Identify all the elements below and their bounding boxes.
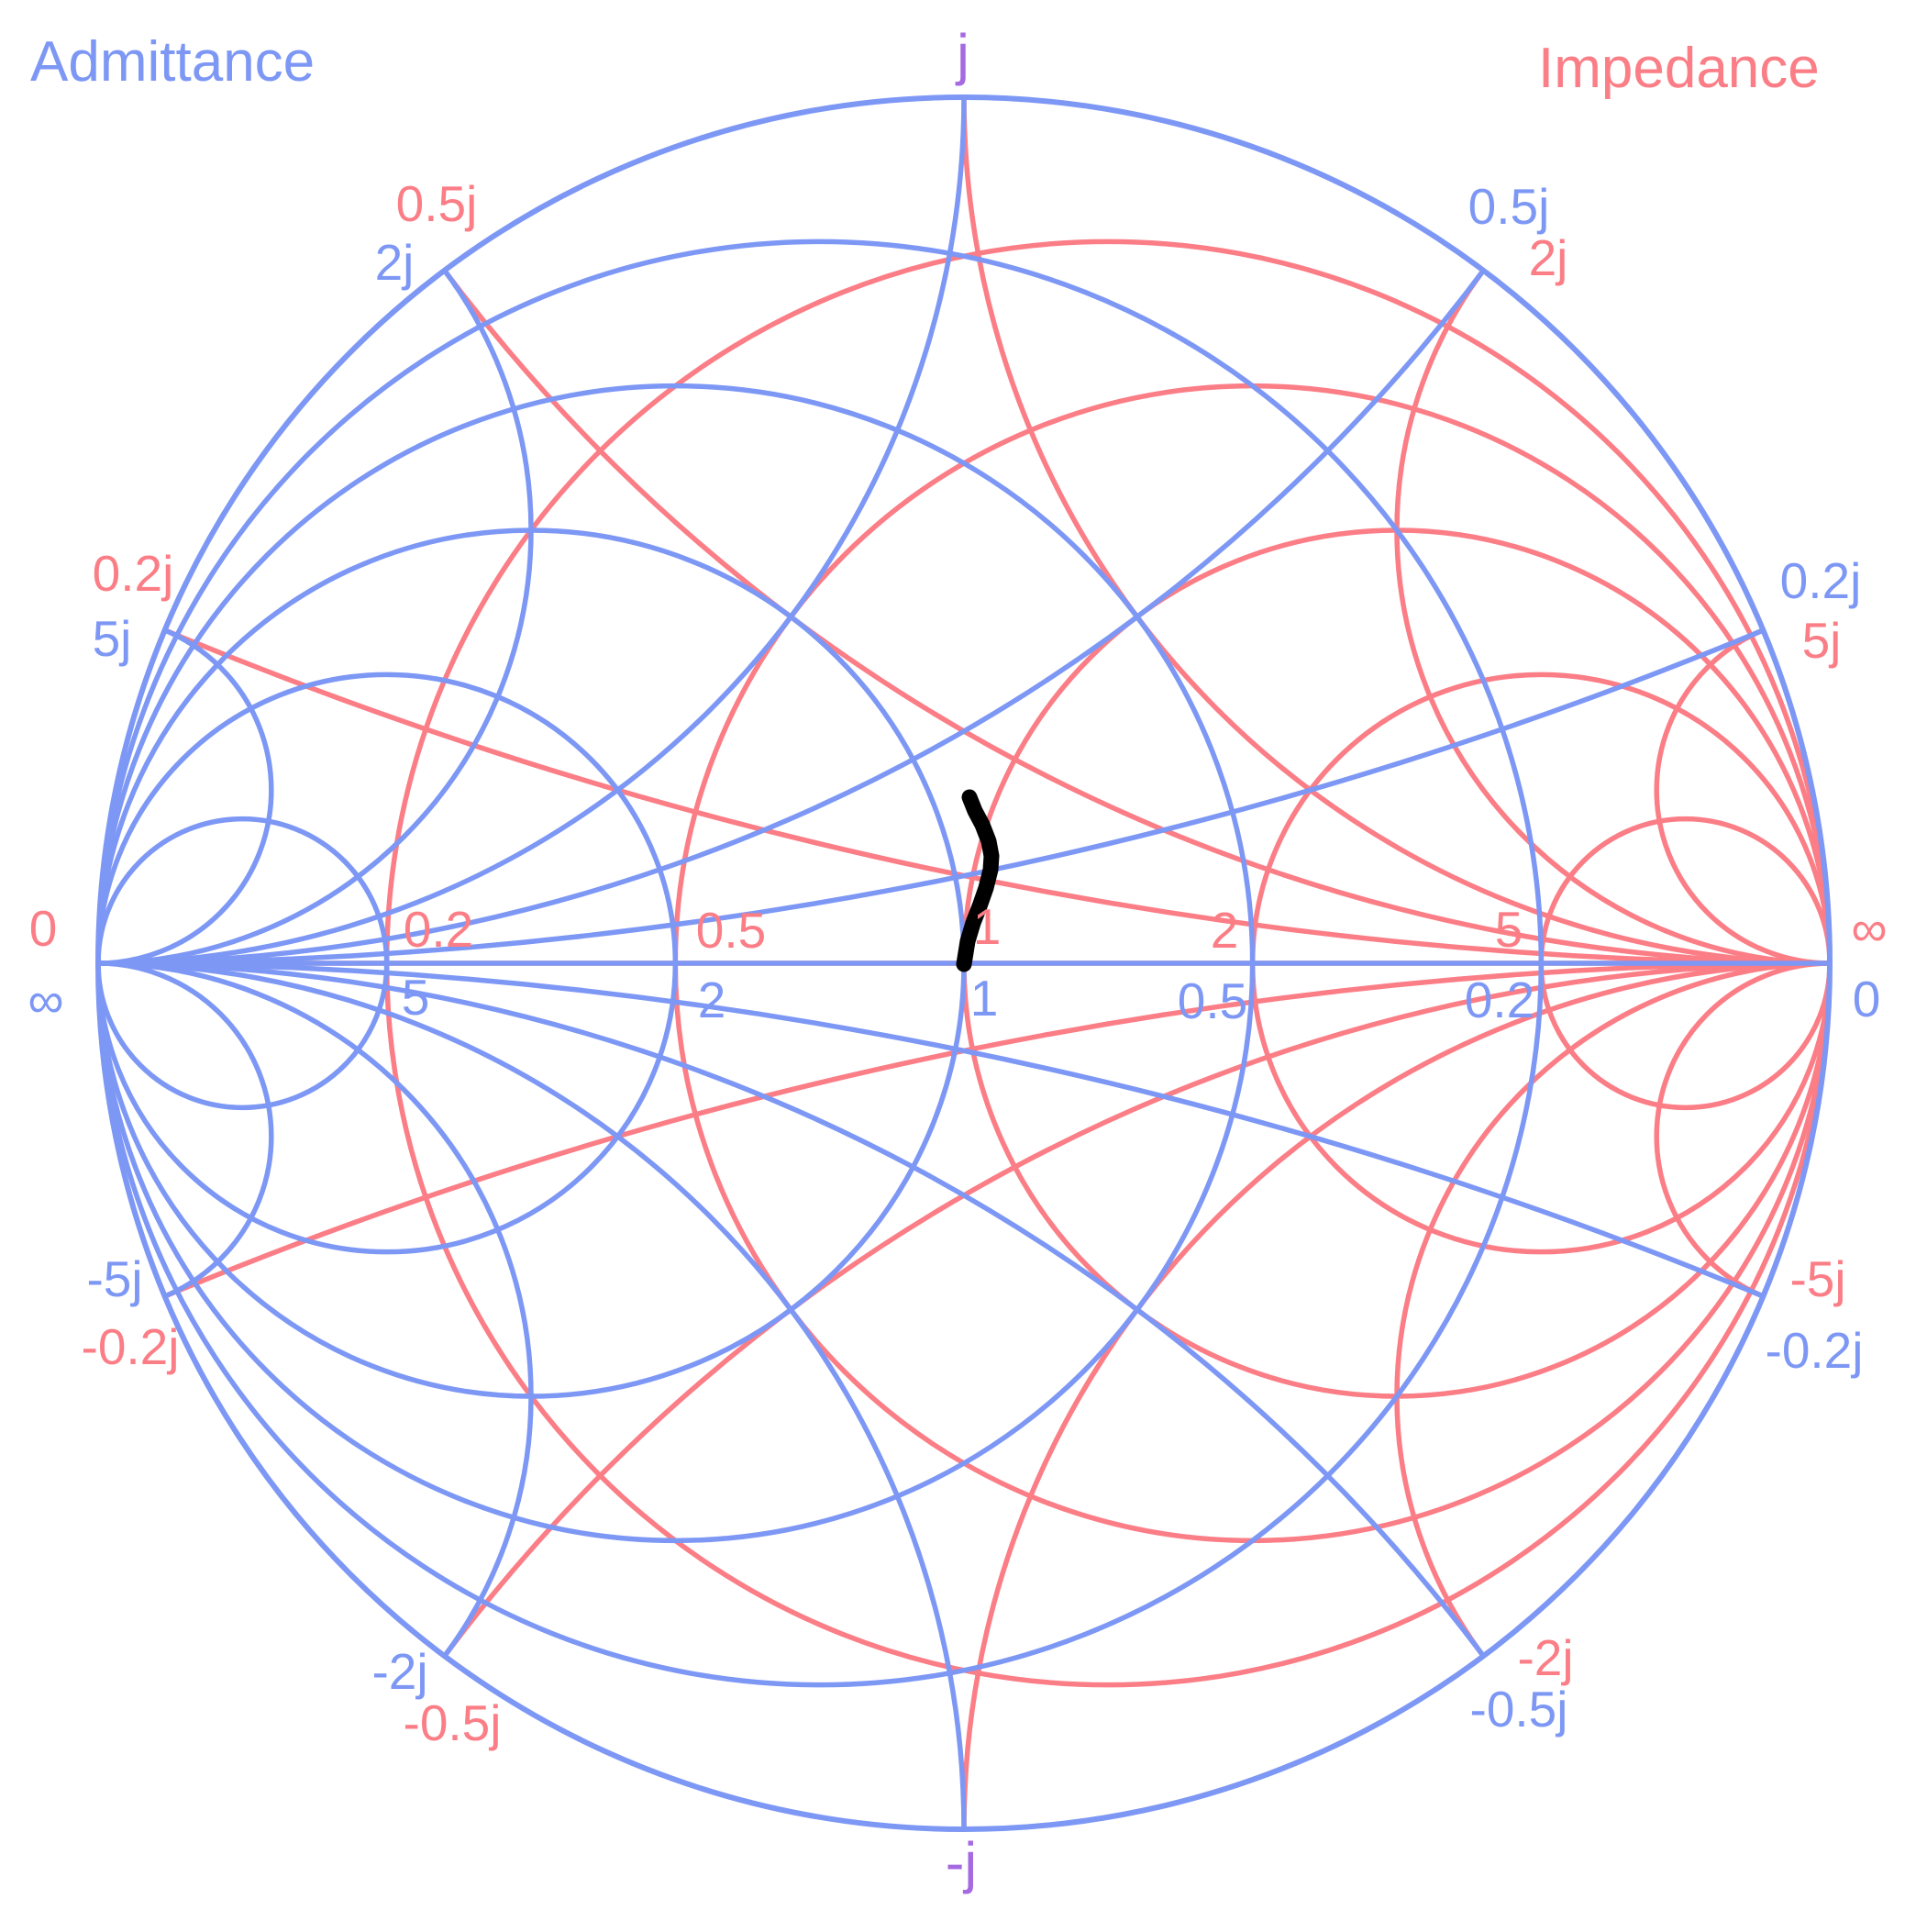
admittance-value-label: -0.5j — [1470, 1681, 1568, 1738]
impedance-value-label: 1 — [973, 898, 1002, 955]
impedance-value-label: 2j — [1529, 229, 1568, 286]
reactance-arc — [961, 960, 1830, 1829]
shared-value-label: j — [955, 24, 969, 87]
admittance-value-label: -0.2j — [1766, 1322, 1864, 1379]
admittance-value-label: 0.5 — [1178, 972, 1247, 1029]
admittance-value-label: -2j — [371, 1643, 427, 1700]
admittance-value-label: 0.2 — [1465, 972, 1534, 1028]
susceptance-arc — [98, 960, 534, 1829]
admittance-value-label: ∞ — [28, 972, 63, 1028]
admittance-value-label: 0 — [1853, 971, 1881, 1027]
impedance-value-label: 0.2j — [93, 545, 174, 602]
impedance-value-label: -0.5j — [404, 1694, 502, 1751]
impedance-value-label: 0.5 — [696, 902, 766, 959]
admittance-value-label: -5j — [86, 1250, 142, 1307]
susceptance-arc — [98, 97, 1830, 966]
admittance-value-label: 5 — [402, 969, 430, 1026]
impedance-value-label: -0.2j — [82, 1318, 180, 1375]
chart-labels: 0 0.2 0.5 1 2 5 ∞∞ 5 2 1 0.5 0.2 00.5j2j0.2j5j-0.2j-… — [28, 24, 1887, 1895]
impedance-value-label: 0 — [29, 900, 58, 957]
reactance-arc — [98, 960, 1830, 1829]
susceptance-arc — [98, 960, 967, 1829]
susceptance-arc — [98, 960, 274, 1313]
susceptance-arc — [98, 614, 274, 966]
reactance-arc — [98, 97, 1830, 966]
admittance-value-label: 2 — [698, 972, 726, 1028]
admittance-value-label: 2j — [375, 234, 415, 291]
plotted-trace — [956, 789, 1000, 972]
impedance-value-label: 2 — [1211, 902, 1239, 959]
admittance-title: Admittance — [30, 30, 316, 94]
susceptance-arc — [98, 97, 967, 966]
admittance-value-label: 1 — [970, 970, 999, 1027]
impedance-value-label: 0.5j — [396, 175, 478, 232]
impedance-value-label: -5j — [1789, 1250, 1845, 1307]
shared-value-label: -j — [946, 1832, 977, 1895]
admittance-value-label: 0.5j — [1468, 178, 1550, 235]
impedance-title: Impedance — [1538, 37, 1820, 100]
reactance-arc — [961, 97, 1830, 966]
impedance-value-label: ∞ — [1851, 900, 1887, 957]
admittance-value-label: 0.2j — [1780, 552, 1862, 609]
susceptance-arc — [98, 97, 534, 966]
admittance-value-label: 5j — [93, 610, 132, 667]
impedance-value-label: 0.2 — [404, 901, 473, 958]
outer-boundary-circle — [95, 94, 1833, 1832]
impedance-value-label: 5j — [1802, 612, 1842, 669]
impedance-value-label: 5 — [1495, 901, 1523, 958]
impedance-value-label: -2j — [1517, 1629, 1573, 1686]
susceptance-arc — [98, 960, 1830, 1829]
